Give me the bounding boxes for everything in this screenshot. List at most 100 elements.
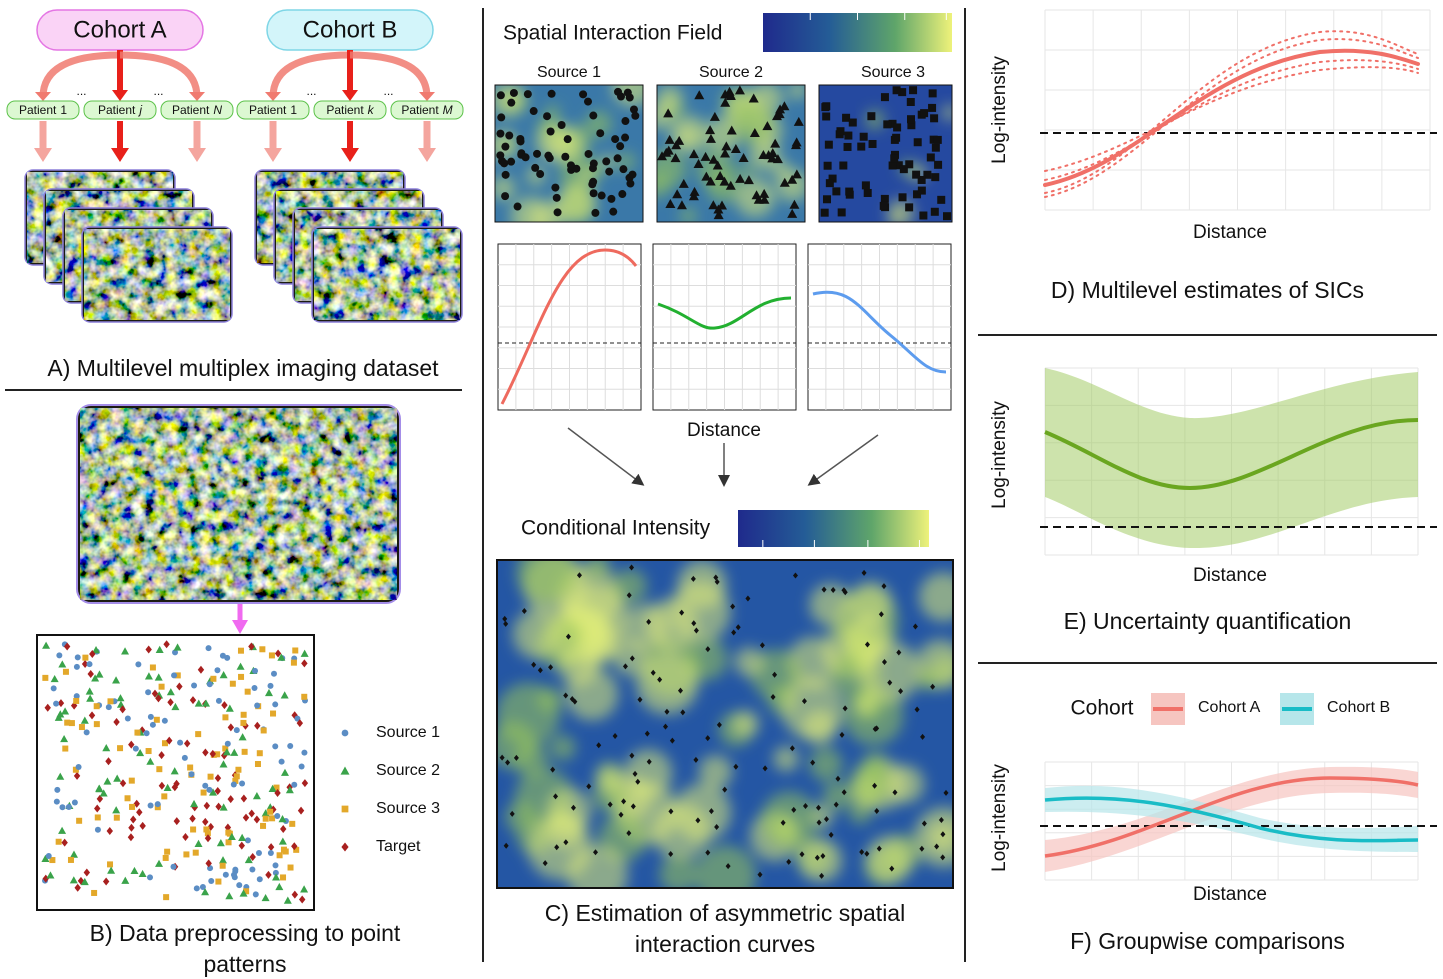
arrow [349,51,431,98]
point [113,774,122,782]
point [285,786,294,794]
point [913,190,922,199]
point [146,757,155,765]
point [563,135,572,144]
point [256,750,263,757]
intensity-map [497,560,953,888]
point [748,93,759,103]
point [254,702,261,709]
curve [1044,776,1419,858]
point [898,688,904,695]
point [621,133,630,142]
point [272,869,279,876]
legend-label: Cohort B [1327,699,1390,716]
point [244,837,251,844]
point [767,148,778,158]
point [50,674,59,683]
point [133,799,140,808]
point [743,175,754,185]
heat-blob [798,838,843,883]
point [190,799,199,808]
axis-label: Log-intensity [989,401,1010,509]
point [725,863,731,870]
point [287,742,294,749]
point [161,793,168,800]
point [83,729,90,736]
point [219,652,226,659]
point [930,683,936,690]
point [689,186,700,196]
point [209,749,216,758]
point [267,843,275,852]
point [708,154,719,164]
point [637,696,643,703]
point [694,90,705,100]
point [842,705,848,712]
point [197,665,205,674]
colorbar-title: Spatial Interaction Field [503,22,722,45]
point [919,211,928,220]
point [772,671,778,678]
field-frame [656,84,806,223]
point [151,689,159,698]
point [586,783,592,790]
point [301,659,308,668]
point [252,792,261,800]
point [147,713,154,720]
cohort-name: Cohort A [73,16,166,43]
point [93,703,100,710]
point [46,871,55,879]
point [923,170,932,179]
point [105,757,112,766]
arrow-head [34,148,52,162]
point [54,713,63,721]
arrow-head [232,620,248,634]
point [239,780,246,787]
point [821,586,827,593]
point [173,643,182,651]
point [136,748,145,757]
point [189,696,197,705]
dividers [5,8,1437,962]
point [688,149,699,159]
point [138,726,146,735]
point [613,154,622,163]
point [892,789,898,796]
point [54,786,61,793]
point [85,687,94,695]
point [145,645,152,654]
point [844,131,853,140]
patient-label: Patient k [326,103,374,117]
point [513,202,522,211]
point [340,766,350,775]
point [837,208,846,217]
point [149,664,156,671]
point [500,159,509,168]
point [823,161,832,170]
point [883,120,892,129]
point [920,109,929,118]
point [791,169,802,179]
point [864,850,870,857]
point [55,838,62,845]
point [759,188,770,198]
point [278,837,287,845]
point [824,140,833,149]
heat-blob [535,123,572,161]
point [553,208,562,217]
point [823,816,829,823]
point [202,782,209,789]
point [139,821,146,830]
point [920,733,926,740]
point [209,788,218,796]
patient-label: Patient 1 [249,103,297,117]
point [121,876,130,884]
point [272,743,279,750]
legend-label: Source 3 [376,800,440,817]
caption-c: C) Estimation of asymmetric spatial inte… [544,900,906,957]
heat-blob [516,560,577,602]
point [236,662,245,670]
point [836,127,845,136]
point [259,646,266,653]
point [136,808,143,817]
